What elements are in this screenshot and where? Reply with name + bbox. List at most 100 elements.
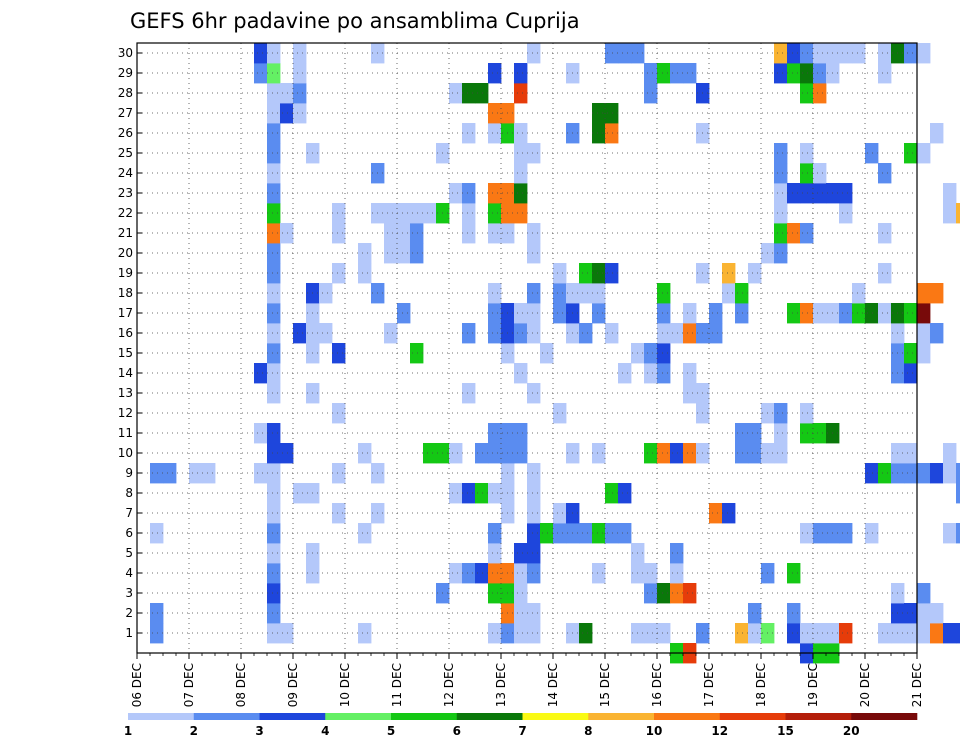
cell-105: [462, 483, 476, 504]
cell-270: [709, 503, 723, 524]
cell-184: [540, 523, 554, 544]
cell-301: [774, 43, 788, 64]
cell-20: [267, 463, 281, 484]
cell-133: [488, 63, 502, 84]
cell-16: [267, 543, 281, 564]
legend-swatch-0: [128, 713, 195, 720]
cell-131: [488, 123, 502, 144]
cell-373: [904, 603, 918, 624]
cell-106: [462, 383, 476, 404]
cell-177: [527, 323, 541, 344]
x-tick-label-1: 07 DEC: [182, 663, 196, 707]
cell-385: [917, 343, 931, 364]
cell-3: [150, 463, 164, 484]
cell-123: [488, 443, 502, 464]
cell-211: [592, 263, 606, 284]
legend-label-1: 1: [124, 724, 132, 738]
cell-277: [735, 443, 749, 464]
cell-151: [514, 623, 528, 644]
y-tick-label-3: 3: [125, 586, 133, 600]
cell-161: [514, 203, 528, 224]
legend-label-4: 4: [321, 724, 329, 738]
cell-173: [527, 503, 541, 524]
x-tick-label-4: 10 DEC: [338, 663, 352, 707]
cell-387: [917, 303, 931, 324]
cell-176: [527, 383, 541, 404]
cell-230: [644, 623, 658, 644]
cell-209: [592, 303, 606, 324]
cell-5: [189, 463, 203, 484]
legend-label-10: 10: [646, 724, 663, 738]
cell-40: [267, 43, 281, 64]
legend-swatch-5: [456, 713, 523, 720]
cell-43: [280, 223, 294, 244]
cell-2: [150, 523, 164, 544]
cell-349: [852, 43, 866, 64]
cell-21: [267, 443, 281, 464]
cell-88: [397, 203, 411, 224]
legend-swatch-8: [654, 713, 721, 720]
cell-35: [267, 143, 281, 164]
cell-235: [644, 343, 658, 364]
cell-258: [683, 363, 697, 384]
cell-221: [618, 523, 632, 544]
cell-1: [150, 603, 164, 624]
legend-label-5: 5: [387, 724, 395, 738]
cell-253: [670, 63, 684, 84]
x-tick-label-0: 06 DEC: [130, 663, 144, 707]
cell-4: [163, 463, 177, 484]
cell-37: [267, 103, 281, 124]
cell-164: [514, 143, 528, 164]
y-tick-label-1: 1: [125, 626, 133, 640]
cell-72: [358, 443, 372, 464]
cell-191: [553, 263, 567, 284]
cell-124: [488, 423, 502, 444]
cell-61: [319, 323, 333, 344]
y-tick-label-14: 14: [118, 366, 133, 380]
cell-251: [670, 443, 684, 464]
cell-318: [800, 163, 814, 184]
color-legend: 1 2 3 4 5 6 7 8 10 12 15 20: [124, 713, 918, 738]
cell-108: [462, 223, 476, 244]
cell-377: [904, 343, 918, 364]
cell-39: [267, 63, 281, 84]
x-tick-label-8: 14 DEC: [546, 663, 560, 707]
cell-217: [605, 263, 619, 284]
cell-118: [488, 583, 502, 604]
cell-327: [813, 303, 827, 324]
cell-120: [488, 543, 502, 564]
cell-273: [722, 503, 736, 524]
cell-65: [332, 403, 346, 424]
cell-328: [813, 183, 827, 204]
cell-174: [527, 483, 541, 504]
cell-331: [813, 63, 827, 84]
x-tick-label-11: 17 DEC: [702, 663, 716, 707]
cell-300: [774, 63, 788, 84]
cell-319: [800, 143, 814, 164]
cell-31: [267, 223, 281, 244]
cell-121: [488, 523, 502, 544]
cell-332: [813, 43, 827, 64]
y-tick-label-9: 9: [125, 466, 133, 480]
cell-33: [267, 183, 281, 204]
cell-212: [592, 123, 606, 144]
cell-317: [800, 183, 814, 204]
cell-63: [332, 503, 346, 524]
cell-104: [462, 563, 476, 584]
cell-44: [280, 103, 294, 124]
cell-324: [813, 623, 827, 644]
cell-162: [514, 183, 528, 204]
y-tick-label-21: 21: [118, 226, 133, 240]
cell-46: [293, 483, 307, 504]
y-tick-label-18: 18: [118, 286, 133, 300]
cell-100: [449, 483, 463, 504]
legend-swatch-11: [851, 713, 918, 720]
cell-402: [943, 183, 957, 204]
cell-347: [852, 303, 866, 324]
cell-250: [670, 543, 684, 564]
cell-395: [930, 283, 944, 304]
cell-202: [579, 523, 593, 544]
cell-348: [852, 283, 866, 304]
cell-203: [579, 323, 593, 344]
cell-214: [605, 523, 619, 544]
